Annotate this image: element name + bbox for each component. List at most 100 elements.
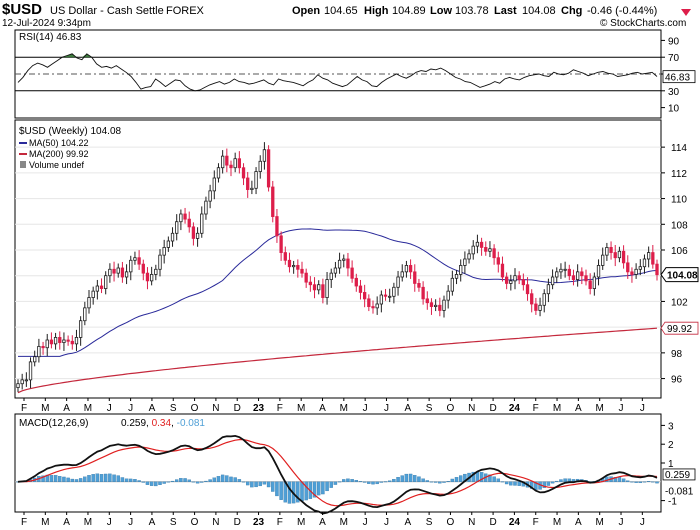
candle-body xyxy=(450,277,455,292)
candle-body xyxy=(538,304,542,311)
rsi-value-tag xyxy=(662,70,696,84)
candle-body xyxy=(91,290,95,298)
candle-body xyxy=(467,253,471,260)
macd-histogram-bar xyxy=(617,477,622,482)
candle-body xyxy=(49,339,54,345)
candle-body xyxy=(291,265,296,268)
rsi-layer: 907050301046.83 xyxy=(15,36,696,115)
macd-histogram-bar xyxy=(329,481,333,488)
candle-body xyxy=(312,284,317,291)
macd-histogram-bar xyxy=(250,481,254,488)
ma200-tag xyxy=(660,321,699,335)
candle-body xyxy=(204,200,208,215)
candle-body xyxy=(78,320,83,338)
rsi-y-tick-label: 10 xyxy=(668,104,680,115)
macd-histogram-bar xyxy=(450,478,455,482)
candle-body xyxy=(542,293,546,306)
x-tick-label: J xyxy=(384,517,389,528)
candle-body xyxy=(266,149,271,188)
macd-y-tick-label: 2 xyxy=(668,440,674,451)
candle-body xyxy=(145,272,150,282)
candle-body xyxy=(605,247,609,256)
macd-histogram-bar xyxy=(279,481,283,500)
candle-body xyxy=(95,285,100,292)
macd-histogram-bar xyxy=(367,481,371,484)
x-tick-label: 24 xyxy=(509,403,521,414)
candle-body xyxy=(417,283,421,288)
chg-label: Chg xyxy=(561,5,582,17)
candle-body xyxy=(621,250,626,264)
x-tick-label: J xyxy=(619,517,624,528)
candle-body xyxy=(425,298,429,304)
candle-body xyxy=(287,259,292,268)
x-tick-label: F xyxy=(21,517,27,528)
candle-body xyxy=(183,213,187,220)
candle-body xyxy=(24,379,29,382)
macd-histogram-bar xyxy=(166,481,171,483)
x-tick-label: M xyxy=(297,403,305,414)
candle-body xyxy=(112,268,116,274)
macd-histogram-bar xyxy=(362,481,367,483)
macd-histogram-bar xyxy=(108,473,112,482)
x-tick-label: J xyxy=(107,517,112,528)
high-value: 104.89 xyxy=(392,5,426,17)
macd-histogram-bar xyxy=(555,480,559,482)
macd-histogram-bar xyxy=(254,481,258,488)
x-tick-label: A xyxy=(149,403,156,414)
candle-body xyxy=(141,263,145,274)
candle-body xyxy=(220,155,225,169)
macd-histogram-bar xyxy=(354,480,359,482)
x-tick-label: F xyxy=(277,403,283,414)
macd-histogram-bar xyxy=(41,475,45,482)
macd-histogram-bar xyxy=(429,481,434,483)
macd-histogram-bar xyxy=(174,479,179,482)
x-tick-label: J xyxy=(128,517,133,528)
x-tick-label: S xyxy=(170,517,177,528)
macd-histogram-bar xyxy=(404,473,409,482)
histogram-value: -0.081 xyxy=(177,418,206,429)
macd-histogram-bar xyxy=(66,477,70,482)
candle-body xyxy=(354,277,358,287)
macd-histogram-bar xyxy=(333,481,338,485)
macd-histogram-bar xyxy=(509,481,513,486)
candle-body xyxy=(120,267,125,278)
candle-body xyxy=(408,265,413,273)
macd-histogram-bar xyxy=(358,481,363,483)
macd-histogram-bar xyxy=(208,479,212,482)
macd-histogram-bar xyxy=(517,481,521,486)
candle-body xyxy=(584,275,588,282)
candle-body xyxy=(342,258,346,261)
macd-histogram-bar xyxy=(200,481,204,483)
candle-body xyxy=(149,274,154,282)
x-tick-label: A xyxy=(319,517,326,528)
macd-histogram-bar xyxy=(137,480,141,482)
macd-histogram-bar xyxy=(116,475,120,482)
candle-body xyxy=(200,213,204,234)
rsi-y-tick-label: 30 xyxy=(668,87,680,98)
candle-body xyxy=(454,274,459,279)
price-y-tick-label: 108 xyxy=(671,220,688,231)
last-label: Last xyxy=(494,5,517,17)
macd-histogram-bar xyxy=(413,475,417,482)
x-tick-label: F xyxy=(533,517,539,528)
candle-body xyxy=(496,257,500,265)
macd-panel xyxy=(14,413,662,513)
chart-date: 12-Jul-2024 9:34pm xyxy=(2,18,91,29)
macd-histogram-bar xyxy=(170,480,175,482)
macd-histogram-bar xyxy=(559,479,563,482)
candle-body xyxy=(550,276,555,286)
candle-body xyxy=(367,298,371,307)
x-tick-label: M xyxy=(596,403,604,414)
price-legend-ma200: MA(200) 99.92 xyxy=(29,149,89,159)
candle-body xyxy=(575,271,580,280)
candle-body xyxy=(446,290,450,301)
candle-body xyxy=(404,265,409,273)
candle-body xyxy=(613,252,617,259)
macd-sep2: , xyxy=(171,418,177,429)
macd-histogram-bar xyxy=(216,476,221,482)
price-y-tick-label: 106 xyxy=(671,246,688,257)
candle-body xyxy=(513,275,517,282)
x-tick-label: F xyxy=(533,403,539,414)
x-tick-label: J xyxy=(384,403,389,414)
macd-histogram-bar xyxy=(626,480,630,482)
